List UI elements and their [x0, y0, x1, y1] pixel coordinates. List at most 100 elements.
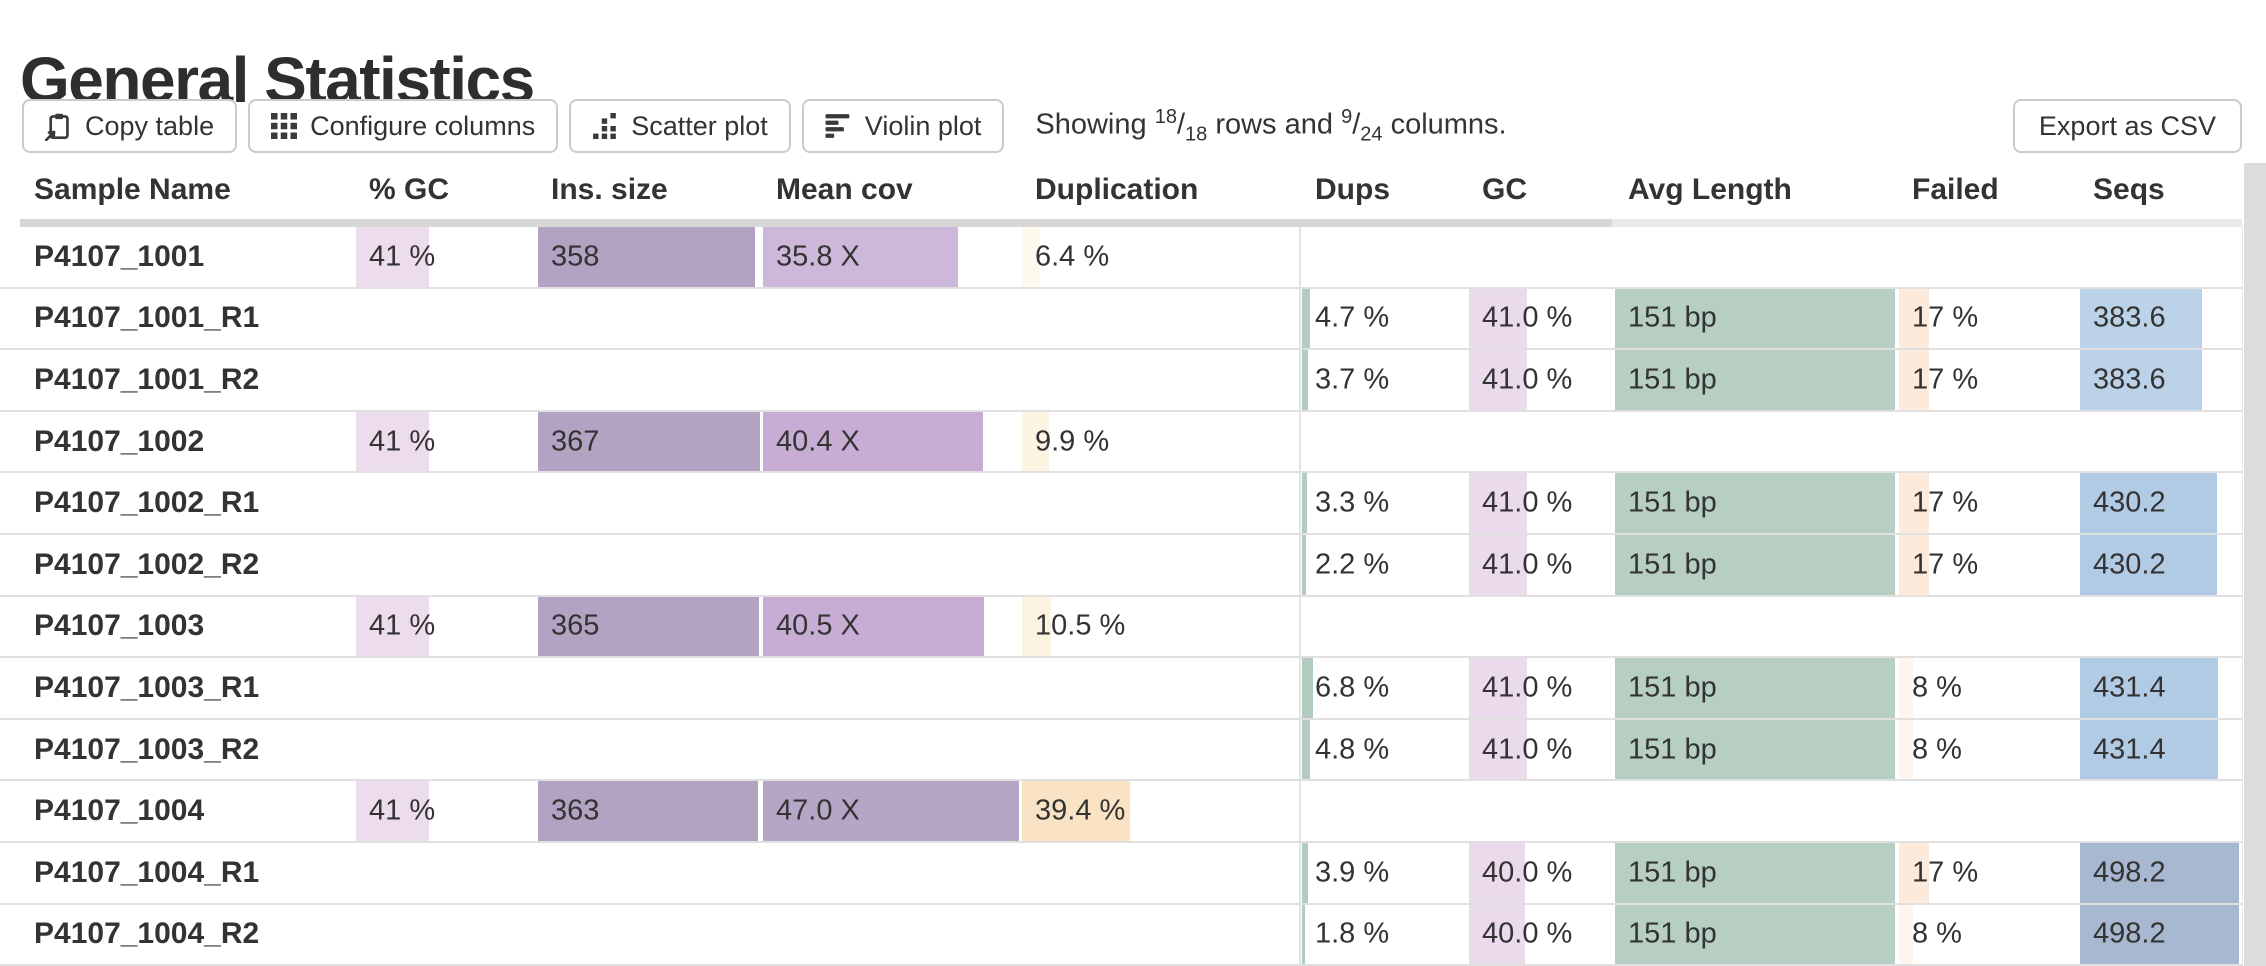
copy-icon — [45, 112, 72, 141]
cell-pct-gc: 41 % — [356, 227, 538, 287]
violin-plot-button[interactable]: Violin plot — [801, 99, 1005, 153]
cell-value: 3.9 % — [1315, 856, 1390, 889]
data-bar — [1022, 596, 1051, 657]
data-bar — [1615, 658, 1895, 718]
column-header-pct-gc[interactable]: % GC — [369, 173, 450, 206]
table-header-row: Sample Name % GC Ins. size Mean cov Duplicat… — [0, 164, 2242, 216]
sample-name: P4107_1001_R2 — [34, 362, 260, 396]
data-bar — [763, 781, 1019, 841]
cell-duplication: 6.4 % — [1022, 227, 1299, 287]
data-bar — [1302, 658, 1313, 718]
cell-value: 17 % — [1912, 486, 1979, 519]
data-bar — [356, 411, 429, 472]
cell-dups: 3.3 % — [1302, 473, 1468, 533]
cell-value: 383.6 — [2093, 363, 2166, 396]
column-header-ins-size[interactable]: Ins. size — [551, 173, 668, 206]
configure-columns-button[interactable]: Configure columns — [248, 99, 559, 153]
cell-value: 2.2 % — [1315, 548, 1390, 581]
data-bar — [763, 411, 983, 472]
column-header-avg-length[interactable]: Avg Length — [1628, 173, 1792, 206]
column-header-mean-cov[interactable]: Mean cov — [776, 173, 913, 206]
column-header-dups[interactable]: Dups — [1315, 173, 1390, 206]
cell-value: 151 bp — [1628, 733, 1717, 766]
sample-name: P4107_1004_R2 — [34, 917, 260, 951]
table-row: P4107_1002_R1 3.3 % 41.0 % 151 bp 17 % 430.2 — [0, 473, 2242, 535]
cell-value: 6.4 % — [1035, 240, 1110, 273]
column-header-failed[interactable]: Failed — [1912, 173, 1999, 206]
cols-shown-count: 9 — [1341, 105, 1353, 128]
table-row: P4107_1002 41 % 367 40.4 X 9.9 % — [0, 411, 2242, 474]
data-bar — [1899, 658, 1913, 718]
cell-ins-size: 363 — [538, 781, 763, 841]
showing-suffix: columns. — [1390, 108, 1507, 141]
cell-gc: 40.0 % — [1469, 904, 1613, 965]
data-bar — [2080, 535, 2217, 595]
cell-value: 3.3 % — [1315, 486, 1390, 519]
cell-pct-gc: 41 % — [356, 781, 538, 841]
cell-value: 358 — [551, 240, 600, 273]
copy-table-label: Copy table — [85, 110, 215, 141]
export-csv-button[interactable]: Export as CSV — [2012, 99, 2242, 153]
cell-gc: 41.0 % — [1469, 535, 1613, 595]
scatter-icon — [592, 113, 618, 139]
cell-avg-length: 151 bp — [1615, 904, 1898, 965]
cell-value: 151 bp — [1628, 363, 1717, 396]
cell-sample-name: P4107_1002_R1 — [20, 473, 356, 533]
cell-avg-length: 151 bp — [1615, 535, 1898, 595]
data-bar — [2080, 288, 2202, 349]
cell-value: 430.2 — [2093, 486, 2166, 519]
data-bar — [1469, 658, 1527, 718]
data-bar — [1469, 535, 1527, 595]
data-bar — [538, 411, 760, 472]
data-bar — [1899, 719, 1913, 780]
data-bar — [1615, 904, 1895, 965]
cell-gc: 41.0 % — [1469, 473, 1613, 533]
table-row: P4107_1001_R2 3.7 % 41.0 % 151 bp 17 % 383.6 — [0, 350, 2242, 412]
cell-value: 430.2 — [2093, 548, 2166, 581]
violin-icon — [825, 113, 852, 139]
cell-seqs: 430.2 — [2080, 473, 2242, 533]
sample-name: P4107_1003 — [34, 609, 205, 643]
rows-total-count: 18 — [1185, 123, 1208, 146]
cell-value: 40.0 % — [1482, 856, 1573, 889]
cell-gc: 41.0 % — [1469, 288, 1613, 349]
data-bar — [1302, 350, 1308, 410]
cell-seqs: 498.2 — [2080, 904, 2242, 965]
column-header-gc[interactable]: GC — [1482, 173, 1527, 206]
column-header-sample[interactable]: Sample Name — [34, 173, 231, 206]
column-header-duplication[interactable]: Duplication — [1035, 173, 1199, 206]
sample-name: P4107_1002 — [34, 424, 205, 458]
sample-name: P4107_1002_R1 — [34, 486, 260, 520]
cell-duplication: 9.9 % — [1022, 411, 1299, 472]
copy-table-button[interactable]: Copy table — [22, 99, 238, 153]
horizontal-scrollbar-thumb[interactable] — [20, 219, 1612, 227]
cell-ins-size: 365 — [538, 596, 763, 657]
data-bar — [538, 596, 759, 657]
column-header-seqs[interactable]: Seqs — [2093, 173, 2165, 206]
cell-value: 17 % — [1912, 301, 1979, 334]
cell-failed: 17 % — [1899, 288, 2079, 349]
cell-value: 17 % — [1912, 856, 1979, 889]
cell-value: 47.0 X — [776, 794, 860, 827]
data-bar — [1022, 411, 1049, 472]
data-bar — [763, 596, 984, 657]
cell-value: 8 % — [1912, 917, 1962, 950]
scatter-plot-button[interactable]: Scatter plot — [569, 99, 791, 153]
cell-gc: 41.0 % — [1469, 658, 1613, 718]
cell-mean-cov: 47.0 X — [763, 781, 1022, 841]
cell-value: 151 bp — [1628, 301, 1717, 334]
cell-value: 41.0 % — [1482, 363, 1573, 396]
cell-seqs: 498.2 — [2080, 843, 2242, 903]
vertical-scrollbar[interactable] — [2244, 163, 2266, 966]
sample-name: P4107_1002_R2 — [34, 547, 260, 581]
violin-plot-label: Violin plot — [864, 110, 982, 141]
data-bar — [1302, 719, 1310, 780]
data-bar — [1302, 473, 1307, 533]
cell-ins-size: 358 — [538, 227, 763, 287]
cell-sample-name: P4107_1003_R2 — [20, 720, 356, 780]
data-bar — [2080, 350, 2202, 410]
data-bar — [356, 596, 429, 657]
horizontal-scrollbar[interactable] — [20, 219, 2242, 227]
cell-failed: 17 % — [1899, 473, 2079, 533]
cell-value: 41.0 % — [1482, 486, 1573, 519]
